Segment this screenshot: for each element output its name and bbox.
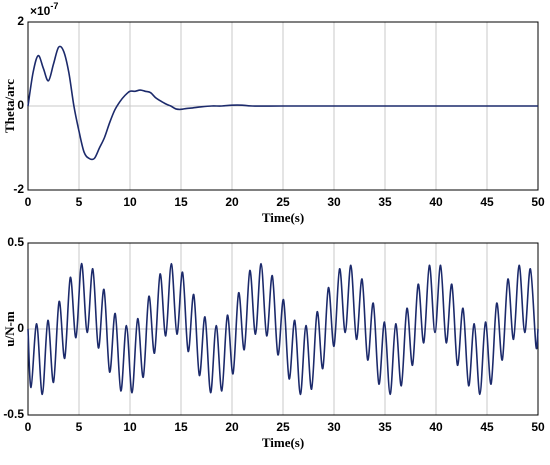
x-tick-label: 25 (276, 195, 290, 209)
exponent-power: -7 (50, 1, 58, 11)
data-line (27, 45, 538, 161)
x-tick-label: 0 (25, 195, 32, 209)
x-tick-label: 50 (531, 195, 545, 209)
x-tick-label: 5 (76, 420, 83, 434)
x-tick-label: 40 (429, 420, 443, 434)
y-tick-label: 0.5 (7, 235, 24, 249)
y-tick-label: 0 (17, 98, 24, 112)
x-tick-label: 50 (531, 420, 545, 434)
x-tick-label: 40 (429, 195, 443, 209)
data-line (27, 262, 539, 396)
x-tick-label: 35 (378, 420, 392, 434)
y-axis-label: u/N-m (2, 311, 17, 347)
y-tick-label: 2 (17, 14, 24, 28)
x-tick-label: 35 (378, 195, 392, 209)
x-tick-label: 20 (225, 420, 239, 434)
y-tick-label: -0.5 (3, 407, 24, 421)
x-axis-label: Time(s) (262, 210, 304, 225)
x-tick-label: 45 (480, 195, 494, 209)
x-axis-label: Time(s) (262, 435, 304, 450)
y-tick-label: 0 (17, 321, 24, 335)
x-tick-label: 0 (25, 420, 32, 434)
x-tick-label: 10 (123, 195, 137, 209)
x-tick-label: 30 (327, 195, 341, 209)
y-tick-label: -2 (13, 182, 24, 196)
x-tick-label: 25 (276, 420, 290, 434)
x-tick-label: 10 (123, 420, 137, 434)
x-tick-label: 45 (480, 420, 494, 434)
y-axis-label: Theta/arc (2, 79, 17, 133)
x-tick-label: 15 (174, 420, 188, 434)
x-tick-label: 5 (76, 195, 83, 209)
axis-exponent: ×10-7 (30, 1, 58, 18)
x-tick-label: 30 (327, 420, 341, 434)
exponent-base: ×10 (30, 4, 51, 18)
x-tick-label: 20 (225, 195, 239, 209)
x-tick-label: 15 (174, 195, 188, 209)
